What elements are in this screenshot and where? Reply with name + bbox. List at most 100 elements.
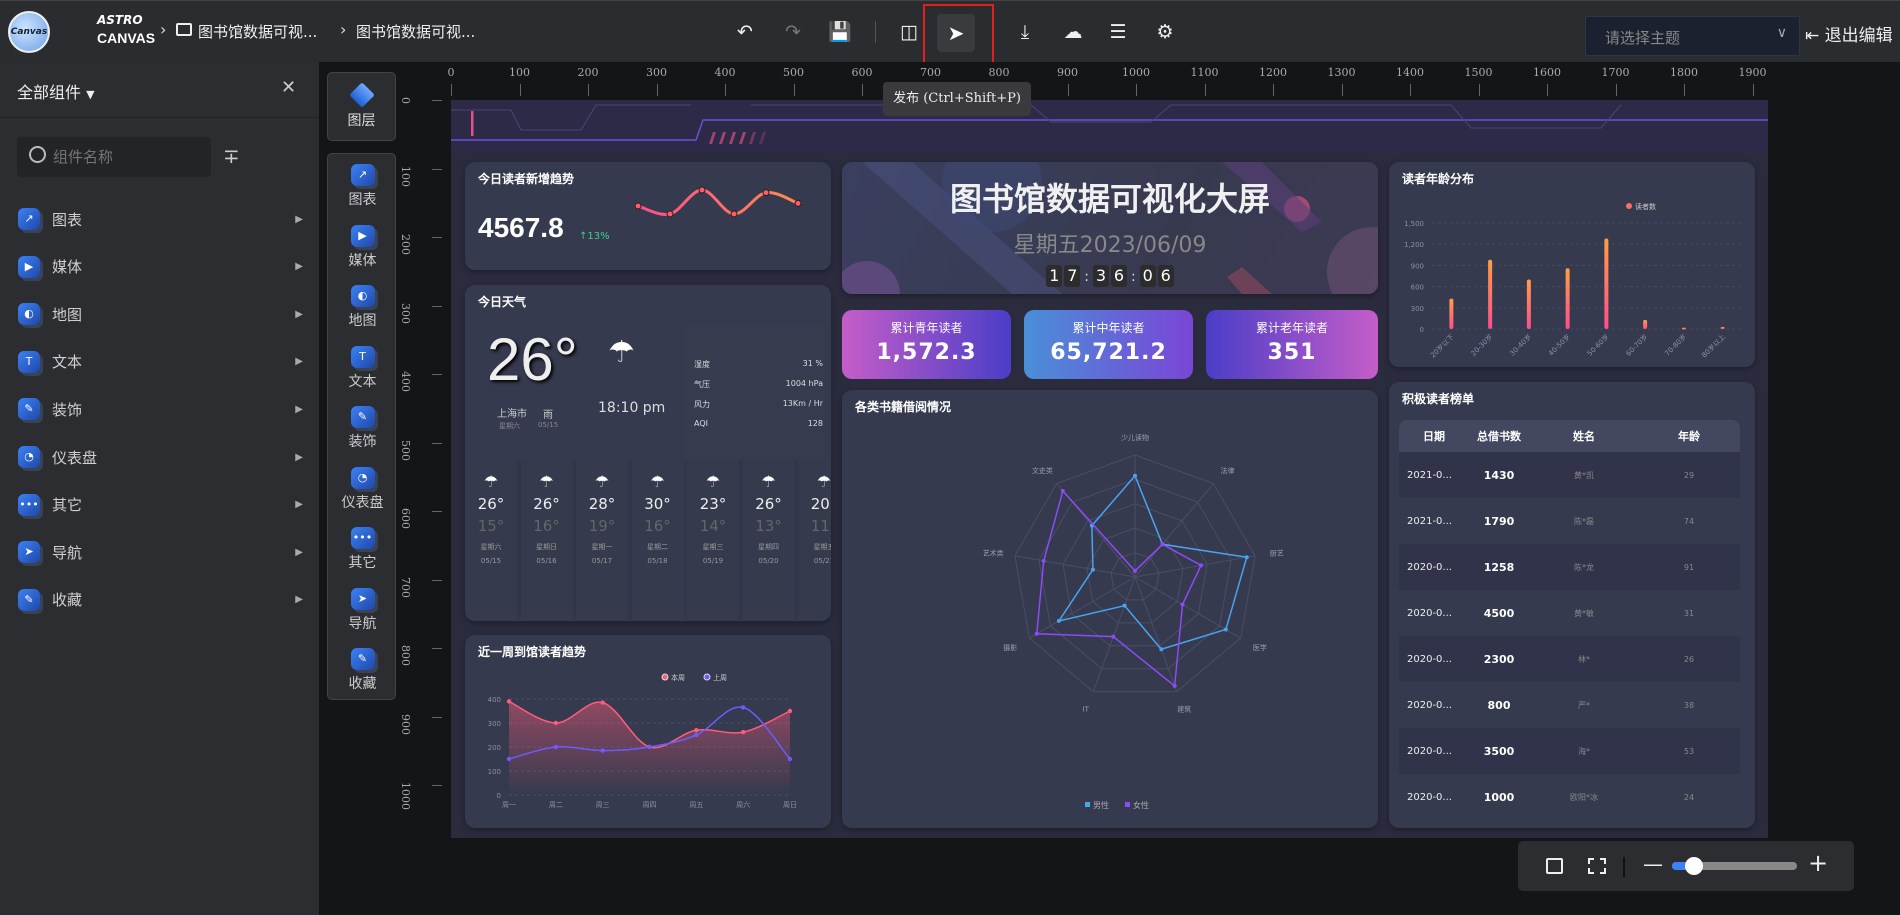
fit-screen-icon[interactable]: [1546, 858, 1563, 874]
radar-point: [1172, 683, 1177, 688]
sidebar-item-8[interactable]: ✎ 收藏 ▶: [18, 583, 303, 617]
panel-item-0[interactable]: ↗ 图表: [328, 164, 397, 209]
table-row[interactable]: 2020-0... 1000 欧阳*冰 24: [1399, 774, 1740, 820]
panel-item-8[interactable]: ✎ 收藏: [328, 648, 397, 693]
caret-right-icon: ▶: [295, 546, 303, 558]
y-tick-label: 0: [497, 792, 501, 800]
collapse-icon[interactable]: ∓: [223, 144, 240, 168]
text-icon: T: [350, 345, 375, 368]
legend-label[interactable]: 读者数: [1635, 202, 1656, 211]
sidebar-item-6[interactable]: ••• 其它 ▶: [18, 488, 303, 522]
rain-cloud-icon: ☂: [608, 335, 635, 370]
close-icon[interactable]: ✕: [281, 77, 297, 98]
bar[interactable]: [1604, 238, 1609, 329]
ruler-label: 1300: [1327, 66, 1356, 79]
radar-ring: [1062, 503, 1208, 647]
legend-label[interactable]: 上周: [713, 673, 727, 682]
sidebar-item-3[interactable]: T 文本 ▶: [18, 345, 303, 379]
zoom-slider-thumb[interactable]: [1684, 857, 1703, 875]
panel-item-4[interactable]: ✎ 装饰: [328, 406, 397, 451]
table-row[interactable]: 2021-0... 1790 陈*磊 74: [1399, 498, 1740, 544]
download-icon[interactable]: ⤓: [1020, 21, 1030, 43]
settings-icon[interactable]: ⚙: [1156, 21, 1174, 43]
legend-label[interactable]: 男性: [1093, 800, 1109, 810]
forecast-date: 05/19: [702, 557, 724, 565]
chevron-right-icon: ›: [340, 20, 347, 39]
zoom-in-icon[interactable]: +: [1808, 849, 1829, 877]
theme-select[interactable]: 请选择主题 ∨: [1585, 16, 1800, 56]
sidebar-item-1[interactable]: ▶ 媒体 ▶: [18, 250, 303, 284]
y-tick-label: 1,200: [1404, 241, 1424, 249]
table-row[interactable]: 2020-0... 3500 海* 53: [1399, 728, 1740, 774]
table-row[interactable]: 2020-0... 4500 黄*敏 31: [1399, 590, 1740, 636]
stat-label: 累计老年读者: [1255, 321, 1328, 335]
bar[interactable]: [1565, 268, 1570, 329]
bar[interactable]: [1449, 298, 1454, 329]
cell-name: 黄*敏: [1574, 608, 1594, 618]
sidebar-item-5[interactable]: ◔ 仪表盘 ▶: [18, 440, 303, 474]
book-borrowing-card: 各类书籍借阅情况 少儿读物 法律 厨艺 医学 建筑 IT 摄影 艺术类 文史类 男性 女性: [842, 390, 1378, 828]
rain-cloud-icon: ☂: [816, 472, 831, 491]
chevron-right-icon: ›: [160, 20, 167, 39]
bar[interactable]: [1643, 319, 1648, 329]
fullscreen-icon[interactable]: [1588, 858, 1606, 874]
stat-value: 351: [1267, 340, 1317, 365]
sidebar-title[interactable]: 全部组件 ▼: [17, 83, 95, 102]
design-canvas[interactable]: 今日读者新增趋势 4567.8 ↑13% 今日天气 26° 上海市 雨 星期六 …: [451, 100, 1768, 838]
redo-icon[interactable]: ↷: [785, 21, 801, 43]
sidebar-item-4[interactable]: ✎ 装饰 ▶: [18, 392, 303, 426]
table-row[interactable]: 2020-0... 1258 陈*龙 91: [1399, 544, 1740, 590]
save-icon[interactable]: 💾: [828, 21, 852, 43]
search-input[interactable]: [53, 145, 203, 169]
panel-item-2[interactable]: ◐ 地图: [328, 285, 397, 330]
legend-label[interactable]: 女性: [1133, 800, 1149, 810]
weather-card: 今日天气 26° 上海市 雨 星期六 05/15 ☂ 18:10 pm 湿度 31…: [465, 285, 831, 621]
exit-edit-button[interactable]: ⇤ 退出编辑: [1805, 21, 1893, 46]
forecast-weekday: 星期四: [758, 543, 779, 551]
sidebar-item-7[interactable]: ➤ 导航 ▶: [18, 535, 303, 569]
breadcrumb-item[interactable]: 图书馆数据可视...: [198, 23, 318, 41]
cell-age: 31: [1683, 608, 1695, 618]
panel-item-5[interactable]: ◔ 仪表盘: [328, 466, 397, 512]
bar[interactable]: [1720, 326, 1725, 329]
panel-item-1[interactable]: ▶ 媒体: [328, 224, 397, 270]
undo-icon[interactable]: ↶: [737, 21, 753, 43]
bar[interactable]: [1488, 259, 1493, 329]
ruler-tick: [1136, 84, 1137, 96]
date: 05/15: [538, 421, 559, 429]
panel-item-3[interactable]: T 文本: [328, 345, 397, 391]
legend-label[interactable]: 本周: [671, 673, 685, 682]
panel-item-6[interactable]: ••• 其它: [328, 527, 397, 572]
table-row[interactable]: 2020-0... 2300 林* 26: [1399, 636, 1740, 682]
sidebar-item-2[interactable]: ◐ 地图 ▶: [18, 297, 303, 331]
bar[interactable]: [1681, 327, 1686, 330]
ruler-label: 1200: [1259, 66, 1287, 79]
forecast-date: 05/17: [591, 557, 613, 565]
publish-button[interactable]: ➤: [937, 14, 975, 52]
table-row[interactable]: 2021-0... 1430 黄*凯 29: [1399, 452, 1740, 498]
ruler-label: 200: [399, 234, 412, 255]
new-readers-value: 4567.8: [478, 212, 564, 243]
sliders-icon[interactable]: ☰: [1109, 21, 1127, 43]
y-tick-label: 400: [488, 696, 501, 704]
search-box[interactable]: [17, 137, 211, 177]
panel-item-label: 收藏: [348, 676, 377, 692]
caret-right-icon: ▶: [295, 499, 303, 511]
zoom-out-icon[interactable]: —: [1643, 852, 1663, 876]
y-tick-label: 100: [488, 768, 501, 776]
zoom-slider[interactable]: [1672, 857, 1797, 875]
y-tick-label: 200: [488, 744, 501, 752]
table-row[interactable]: 2020-0... 800 严* 38: [1399, 682, 1740, 728]
radar-point: [1060, 489, 1065, 494]
breadcrumb-item[interactable]: 图书馆数据可视...: [356, 23, 476, 41]
preview-icon[interactable]: ◫: [900, 21, 918, 43]
bar[interactable]: [1526, 279, 1531, 329]
ruler-tick: [432, 442, 442, 444]
panel-item-7[interactable]: ➤ 导航: [328, 587, 397, 633]
cloud-upload-icon[interactable]: ☁: [1063, 21, 1083, 43]
layers-button[interactable]: 图层: [327, 72, 396, 141]
stat-card-middle: 累计中年读者 65,721.2: [1024, 310, 1193, 379]
sidebar-item-0[interactable]: ↗ 图表 ▶: [18, 202, 303, 236]
rain-cloud-icon: ☂: [650, 472, 665, 491]
high-temp: 28°: [588, 495, 616, 513]
